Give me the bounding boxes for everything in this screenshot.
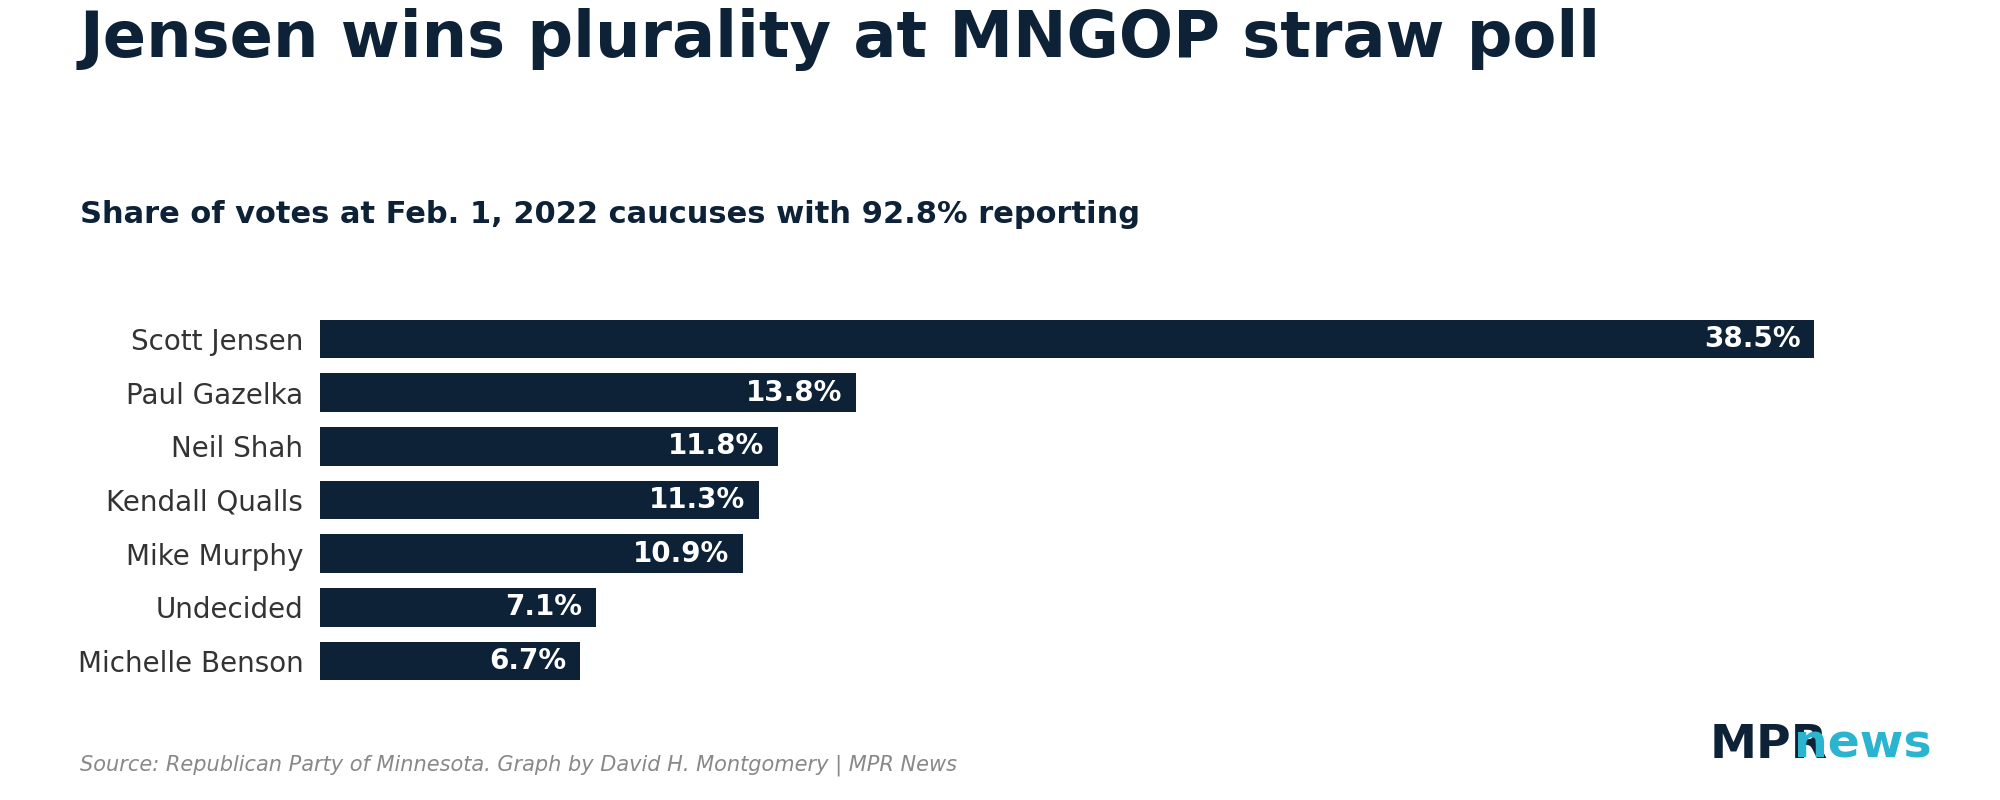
Text: 10.9%: 10.9% — [634, 540, 730, 568]
Text: 13.8%: 13.8% — [746, 378, 842, 406]
Text: 38.5%: 38.5% — [1704, 325, 1800, 353]
Text: 7.1%: 7.1% — [504, 594, 582, 622]
Bar — [320, 588, 596, 626]
Bar — [320, 427, 778, 466]
Bar — [320, 319, 1814, 358]
Bar — [320, 481, 758, 519]
Text: Share of votes at Feb. 1, 2022 caucuses with 92.8% reporting: Share of votes at Feb. 1, 2022 caucuses … — [80, 200, 1140, 229]
Text: news: news — [1794, 723, 1932, 768]
Text: Source: Republican Party of Minnesota. Graph by David H. Montgomery | MPR News: Source: Republican Party of Minnesota. G… — [80, 754, 958, 776]
Bar — [320, 374, 856, 412]
Text: 6.7%: 6.7% — [490, 647, 566, 675]
Text: 11.3%: 11.3% — [648, 486, 744, 514]
Bar — [320, 534, 744, 573]
Bar — [320, 642, 580, 681]
Text: Jensen wins plurality at MNGOP straw poll: Jensen wins plurality at MNGOP straw pol… — [80, 8, 1602, 71]
Text: 11.8%: 11.8% — [668, 432, 764, 460]
Text: MPR: MPR — [1710, 723, 1828, 768]
